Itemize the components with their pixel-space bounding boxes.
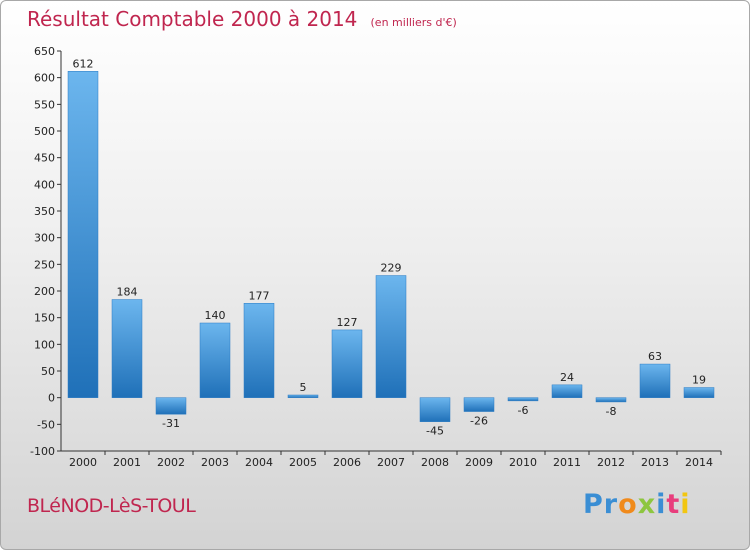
x-tick-label: 2009 <box>465 456 493 469</box>
value-label: 612 <box>73 57 94 70</box>
bar-2002 <box>155 397 187 415</box>
y-tick-label: 150 <box>34 312 55 325</box>
bar-2001 <box>111 299 143 398</box>
bar-2014 <box>683 387 715 398</box>
bar-2007 <box>375 275 407 398</box>
x-tick-label: 2001 <box>113 456 141 469</box>
y-tick-label: 250 <box>34 258 55 271</box>
y-tick-label: 0 <box>48 392 55 405</box>
logo-letter: t <box>666 489 681 520</box>
place-name: BLéNOD-LèS-TOUL <box>27 495 196 517</box>
y-tick-label: 450 <box>34 152 55 165</box>
y-axis: -100 -50 0 50 100 150 200 250 300 350 400 450 500 550… <box>30 45 62 458</box>
x-tick-label: 2005 <box>289 456 317 469</box>
value-label: -6 <box>518 404 529 417</box>
chart-title: Résultat Comptable 2000 à 2014 <box>27 7 358 31</box>
x-tick-label: 2013 <box>641 456 669 469</box>
value-label: -8 <box>606 405 617 418</box>
logo-letter: i <box>680 489 691 520</box>
y-tick-label: 650 <box>34 45 55 58</box>
x-tick-label: 2002 <box>157 456 185 469</box>
bar-2004 <box>243 303 275 398</box>
bar-2009 <box>463 397 495 412</box>
bar-2013 <box>639 363 671 398</box>
value-label: -26 <box>470 415 488 428</box>
value-label: -31 <box>162 417 180 430</box>
bar-2008 <box>419 397 451 422</box>
y-tick-label: -100 <box>30 445 55 458</box>
value-label: 229 <box>381 262 402 275</box>
y-tick-label: 200 <box>34 285 55 298</box>
value-label: 63 <box>648 350 662 363</box>
x-tick-label: 2006 <box>333 456 361 469</box>
y-tick-label: 100 <box>34 338 55 351</box>
title-block: Résultat Comptable 2000 à 2014 (en milli… <box>27 7 457 31</box>
y-tick-label: 400 <box>34 178 55 191</box>
bar-2005 <box>287 394 319 398</box>
value-label: 5 <box>300 381 307 394</box>
chart-subtitle: (en milliers d'€) <box>370 16 457 29</box>
x-tick-label: 2012 <box>597 456 625 469</box>
bar-2010 <box>507 397 539 402</box>
value-label: 177 <box>249 289 270 302</box>
value-label: 24 <box>560 371 574 384</box>
x-tick-label: 2011 <box>553 456 581 469</box>
value-label: -45 <box>426 425 444 438</box>
proxiti-logo: Proxiti <box>583 489 691 520</box>
bar-2006 <box>331 329 363 398</box>
x-tick-label: 2007 <box>377 456 405 469</box>
y-tick-label: 600 <box>34 72 55 85</box>
bar-2000 <box>67 71 99 398</box>
value-label: 127 <box>337 316 358 329</box>
y-tick-label: 350 <box>34 205 55 218</box>
x-axis: 2000 2001 2002 2003 2004 2005 2006 2007 2008 2009… <box>61 450 722 469</box>
value-label: 140 <box>205 309 226 322</box>
x-tick-label: 2004 <box>245 456 273 469</box>
logo-letter: x <box>637 489 657 520</box>
x-tick-label: 2008 <box>421 456 449 469</box>
logo-letter: P <box>583 489 604 520</box>
logo-letter: r <box>603 489 619 520</box>
value-label: 19 <box>692 374 706 387</box>
x-tick-label: 2003 <box>201 456 229 469</box>
x-tick-label: 2010 <box>509 456 537 469</box>
bar-2012 <box>595 397 627 403</box>
y-tick-label: 500 <box>34 125 55 138</box>
y-tick-label: -50 <box>37 418 55 431</box>
x-tick-label: 2014 <box>685 456 713 469</box>
value-label: 184 <box>117 286 138 299</box>
logo-letter: i <box>656 489 667 520</box>
logo-letter: o <box>618 489 638 520</box>
bar-2011 <box>551 384 583 398</box>
value-labels: 612 184 -31 140 177 5 127 229 -45 -26 -6 24 -8 63 19 <box>73 57 707 437</box>
y-tick-label: 300 <box>34 232 55 245</box>
bar-2003 <box>199 322 231 398</box>
x-tick-label: 2000 <box>69 456 97 469</box>
y-tick-label: 550 <box>34 98 55 111</box>
bars <box>67 71 715 422</box>
y-tick-label: 50 <box>41 365 55 378</box>
